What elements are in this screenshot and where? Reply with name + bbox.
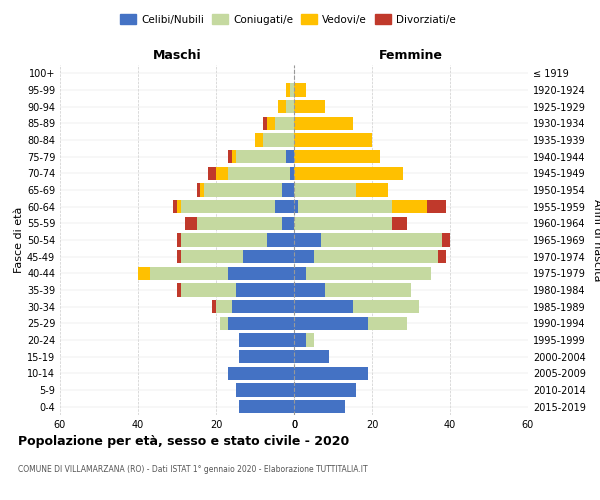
Bar [306,266,431,280]
Bar [294,200,298,213]
Bar [181,234,266,246]
Bar [294,316,368,330]
Bar [216,166,228,180]
Bar [286,100,294,114]
Bar [228,150,232,164]
Y-axis label: Fasce di età: Fasce di età [14,207,24,273]
Bar [290,84,294,96]
Bar [216,300,232,314]
Bar [197,184,200,196]
Legend: Celibi/Nubili, Coniugati/e, Vedovi/e, Divorziati/e: Celibi/Nubili, Coniugati/e, Vedovi/e, Di… [116,10,460,29]
Bar [294,100,325,114]
Bar [266,234,294,246]
Bar [442,234,450,246]
Bar [212,300,216,314]
Bar [286,84,290,96]
Bar [353,300,419,314]
Bar [228,166,290,180]
Bar [197,216,283,230]
Bar [239,350,294,364]
Bar [294,116,353,130]
Bar [294,384,356,396]
Bar [235,284,294,296]
Bar [177,234,181,246]
Bar [263,116,266,130]
Bar [294,334,306,346]
Bar [294,166,403,180]
Bar [286,150,294,164]
Bar [204,184,283,196]
Bar [298,200,392,213]
Bar [283,184,294,196]
Bar [356,184,388,196]
Bar [208,166,216,180]
Bar [150,266,228,280]
Bar [438,250,446,264]
Bar [275,200,294,213]
Bar [278,100,286,114]
Bar [275,116,294,130]
Bar [220,316,228,330]
Bar [177,250,181,264]
Bar [185,216,197,230]
Bar [181,250,244,264]
Bar [294,350,329,364]
Bar [325,284,411,296]
Bar [232,150,235,164]
Bar [228,266,294,280]
Bar [244,250,294,264]
Bar [392,200,427,213]
Bar [200,184,204,196]
Bar [283,216,294,230]
Bar [177,200,181,213]
Bar [294,250,314,264]
Bar [368,316,407,330]
Bar [294,300,353,314]
Bar [235,384,294,396]
Bar [294,266,306,280]
Bar [294,134,372,146]
Bar [232,300,294,314]
Bar [427,200,446,213]
Bar [322,234,442,246]
Bar [235,150,286,164]
Bar [294,216,392,230]
Bar [255,134,263,146]
Bar [181,284,235,296]
Bar [239,400,294,413]
Bar [228,366,294,380]
Text: COMUNE DI VILLAMARZANA (RO) - Dati ISTAT 1° gennaio 2020 - Elaborazione TUTTITAL: COMUNE DI VILLAMARZANA (RO) - Dati ISTAT… [18,465,368,474]
Bar [173,200,177,213]
Bar [138,266,150,280]
Bar [294,366,368,380]
Bar [294,184,356,196]
Y-axis label: Anni di nascita: Anni di nascita [592,198,600,281]
Bar [181,200,275,213]
Bar [306,334,314,346]
Bar [263,134,294,146]
Bar [177,284,181,296]
Bar [294,234,322,246]
Bar [266,116,275,130]
Bar [294,150,380,164]
Bar [392,216,407,230]
Bar [314,250,438,264]
Bar [228,316,294,330]
Title: Maschi: Maschi [152,50,202,62]
Bar [294,84,306,96]
Text: Popolazione per età, sesso e stato civile - 2020: Popolazione per età, sesso e stato civil… [18,435,349,448]
Bar [239,334,294,346]
Title: Femmine: Femmine [379,50,443,62]
Bar [294,284,325,296]
Bar [290,166,294,180]
Bar [294,400,344,413]
